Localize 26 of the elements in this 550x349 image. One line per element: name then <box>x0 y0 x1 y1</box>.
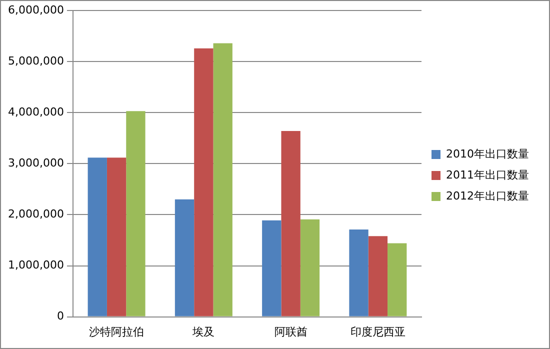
bar <box>262 220 282 316</box>
legend-label: 2010年出口数量 <box>446 147 530 160</box>
bar <box>106 158 126 316</box>
y-tick-label: 2,000,000 <box>8 208 64 221</box>
legend-label: 2011年出口数量 <box>446 168 530 182</box>
x-tick-label: 埃及 <box>192 325 215 338</box>
y-tick-label: 4,000,000 <box>8 106 64 119</box>
bar <box>349 230 368 316</box>
y-tick-label: 0 <box>56 310 64 323</box>
x-tick-label: 印度尼西亚 <box>350 325 406 338</box>
bar <box>194 48 214 316</box>
x-tick-label: 阿联酋 <box>274 325 308 338</box>
y-tick-label: 1,000,000 <box>8 258 64 272</box>
legend-label: 2012年出口数量 <box>446 189 530 202</box>
y-tick-label: 3,000,000 <box>8 156 64 170</box>
bar <box>126 111 146 316</box>
bar <box>88 158 107 316</box>
bar <box>300 219 320 316</box>
x-tick-label: 沙特阿拉伯 <box>89 325 144 338</box>
bar <box>281 131 300 316</box>
bar <box>213 43 232 316</box>
bar <box>388 243 407 316</box>
bar <box>368 236 388 316</box>
bar <box>174 199 194 316</box>
y-tick-label: 6,000,000 <box>8 3 64 16</box>
y-tick-label: 5,000,000 <box>8 54 64 68</box>
